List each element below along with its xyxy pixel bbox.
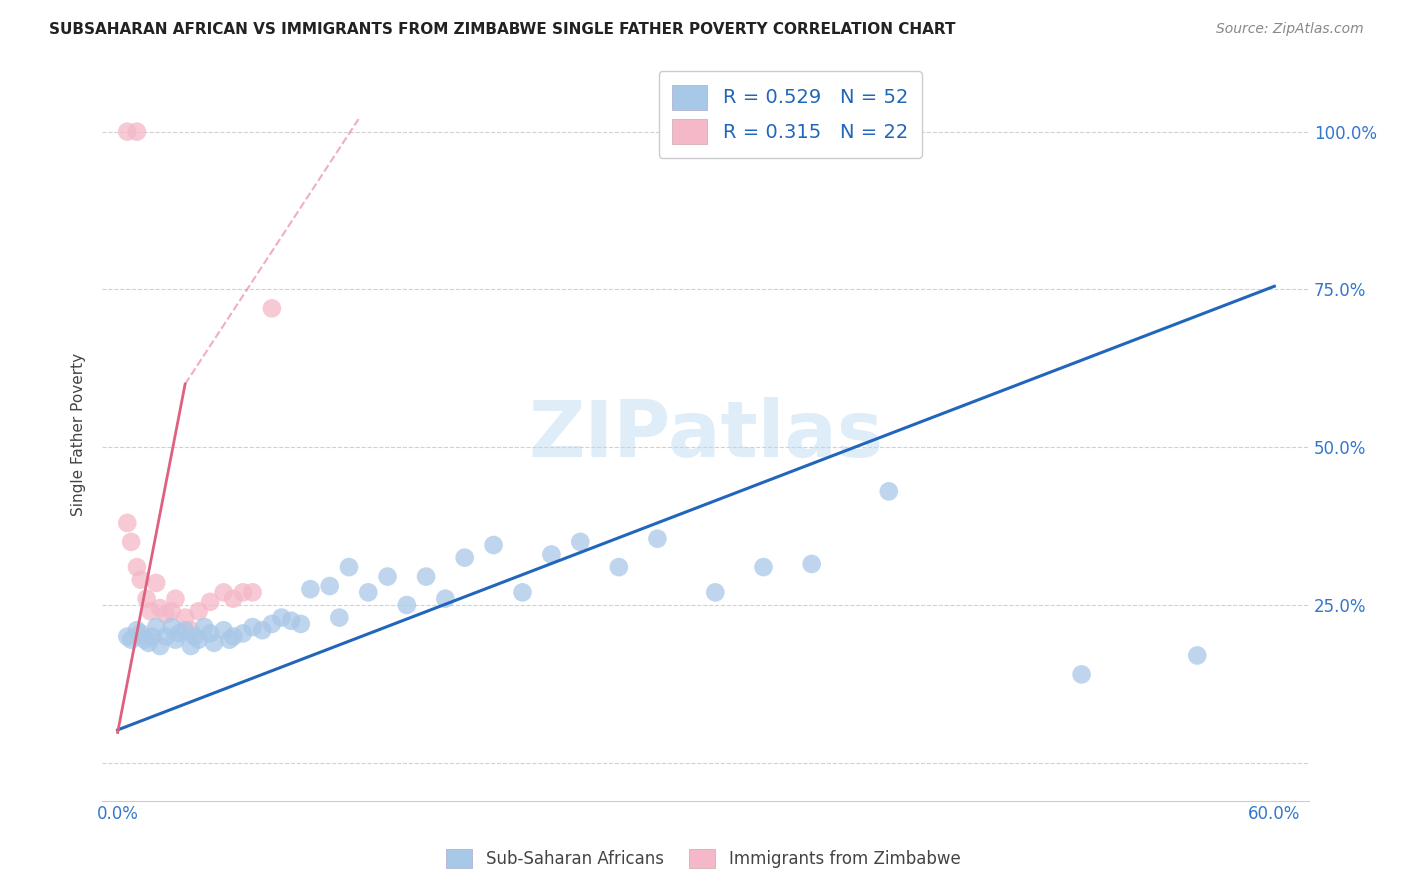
Point bbox=[180, 624, 202, 638]
Point bbox=[141, 630, 163, 644]
Point bbox=[125, 624, 148, 638]
Point bbox=[540, 548, 562, 562]
Point bbox=[377, 569, 399, 583]
Point bbox=[187, 632, 209, 647]
Point bbox=[165, 632, 187, 647]
Point bbox=[512, 585, 534, 599]
Point bbox=[607, 560, 630, 574]
Point bbox=[125, 560, 148, 574]
Point bbox=[212, 585, 235, 599]
Point bbox=[155, 607, 177, 622]
Y-axis label: Single Father Poverty: Single Father Poverty bbox=[72, 353, 86, 516]
Point bbox=[120, 534, 142, 549]
Point bbox=[134, 632, 156, 647]
Point bbox=[184, 630, 207, 644]
Point bbox=[337, 560, 360, 574]
Point bbox=[129, 573, 152, 587]
Text: Source: ZipAtlas.com: Source: ZipAtlas.com bbox=[1216, 22, 1364, 37]
Point bbox=[647, 532, 669, 546]
Point bbox=[280, 614, 302, 628]
Point bbox=[453, 550, 475, 565]
Point bbox=[174, 624, 197, 638]
Point bbox=[138, 636, 160, 650]
Point bbox=[135, 591, 157, 606]
Point bbox=[242, 620, 264, 634]
Point bbox=[117, 125, 139, 139]
Point bbox=[139, 604, 162, 618]
Point bbox=[160, 604, 183, 618]
Point bbox=[198, 595, 221, 609]
Point bbox=[569, 534, 592, 549]
Point bbox=[318, 579, 340, 593]
Point bbox=[145, 620, 167, 634]
Point bbox=[149, 601, 172, 615]
Point bbox=[160, 620, 183, 634]
Point bbox=[328, 610, 350, 624]
Point bbox=[800, 557, 823, 571]
Point bbox=[395, 598, 418, 612]
Point bbox=[1187, 648, 1209, 663]
Point bbox=[1070, 667, 1092, 681]
Point bbox=[117, 516, 139, 530]
Point bbox=[202, 636, 225, 650]
Text: ZIPatlas: ZIPatlas bbox=[529, 397, 883, 473]
Text: SUBSAHARAN AFRICAN VS IMMIGRANTS FROM ZIMBABWE SINGLE FATHER POVERTY CORRELATION: SUBSAHARAN AFRICAN VS IMMIGRANTS FROM ZI… bbox=[49, 22, 956, 37]
Point bbox=[260, 616, 283, 631]
Point bbox=[187, 604, 209, 618]
Legend: R = 0.529   N = 52, R = 0.315   N = 22: R = 0.529 N = 52, R = 0.315 N = 22 bbox=[658, 71, 922, 158]
Point bbox=[218, 632, 240, 647]
Point bbox=[222, 591, 245, 606]
Point bbox=[242, 585, 264, 599]
Point bbox=[290, 616, 312, 631]
Point bbox=[270, 610, 292, 624]
Point bbox=[169, 626, 191, 640]
Point bbox=[149, 639, 172, 653]
Point bbox=[165, 591, 187, 606]
Point bbox=[415, 569, 437, 583]
Point bbox=[252, 624, 274, 638]
Point bbox=[180, 639, 202, 653]
Legend: Sub-Saharan Africans, Immigrants from Zimbabwe: Sub-Saharan Africans, Immigrants from Zi… bbox=[439, 843, 967, 875]
Point bbox=[232, 585, 254, 599]
Point bbox=[434, 591, 457, 606]
Point bbox=[198, 626, 221, 640]
Point bbox=[174, 610, 197, 624]
Point bbox=[752, 560, 775, 574]
Point bbox=[193, 620, 215, 634]
Point bbox=[120, 632, 142, 647]
Point bbox=[877, 484, 900, 499]
Point bbox=[357, 585, 380, 599]
Point bbox=[145, 575, 167, 590]
Point bbox=[232, 626, 254, 640]
Point bbox=[212, 624, 235, 638]
Point bbox=[260, 301, 283, 316]
Point bbox=[299, 582, 322, 597]
Point bbox=[155, 630, 177, 644]
Point bbox=[129, 626, 152, 640]
Point bbox=[222, 630, 245, 644]
Point bbox=[704, 585, 727, 599]
Point bbox=[125, 125, 148, 139]
Point bbox=[117, 630, 139, 644]
Point bbox=[482, 538, 505, 552]
